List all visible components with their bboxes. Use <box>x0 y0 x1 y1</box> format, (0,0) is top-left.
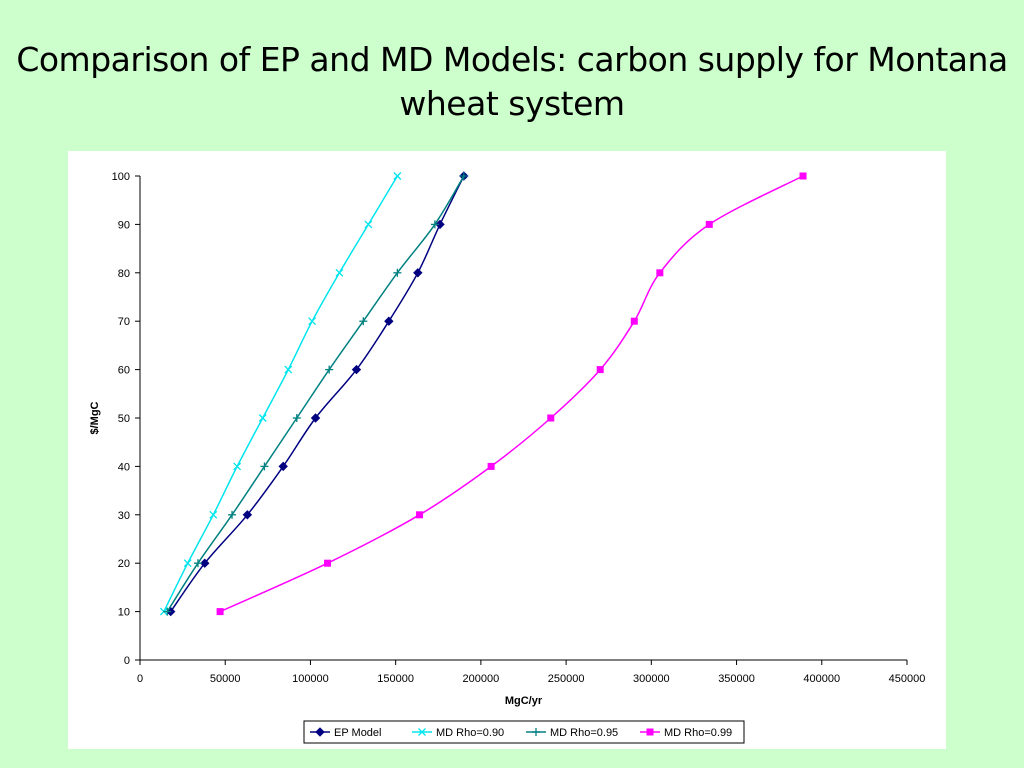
x-tick-label: 200000 <box>463 673 500 685</box>
data-point-ep-model <box>278 461 288 472</box>
data-point-md-rho-0-95 <box>325 365 334 374</box>
data-point-md-rho-0-90-stroke <box>284 365 293 374</box>
data-point-ep-model <box>310 413 321 423</box>
data-point-md-rho-0-90-stroke <box>308 317 317 326</box>
slide-title-line-2: wheat system <box>399 84 625 123</box>
series-ep-model <box>165 171 469 617</box>
data-point-md-rho-0-90-stroke <box>183 559 192 568</box>
data-point-md-rho-0-99 <box>630 317 638 325</box>
data-point-md-rho-0-95 <box>459 172 468 180</box>
data-point-md-rho-0-90 <box>258 414 267 422</box>
series-md-rho-0-90 <box>159 172 402 616</box>
legend: EP Model MD Rho=0.90 MD Rho=0.95 MD Rho=0.9… <box>303 720 745 744</box>
legend-swatch-marker <box>418 728 426 736</box>
legend-item: EP Model <box>310 727 382 739</box>
legend-swatch-marker <box>646 728 654 736</box>
slide-title-line-1: Comparison of EP and MD Models: carbon s… <box>16 40 1008 79</box>
data-point-md-rho-0-99 <box>705 220 713 228</box>
y-tick-label: 80 <box>118 268 130 280</box>
y-tick-label: 60 <box>118 365 130 377</box>
series-line-md-rho-0-90 <box>163 175 399 612</box>
data-point-md-rho-0-90 <box>284 365 293 374</box>
data-point-md-rho-0-95 <box>163 607 172 616</box>
data-point-md-rho-0-90 <box>364 220 373 229</box>
chart-svg: 0 10 20 30 40 50 60 70 80 90 100 0 50000 100000 150000… <box>89 171 926 744</box>
x-tick-label: 450000 <box>889 673 926 685</box>
data-point-ep-model <box>435 219 445 230</box>
y-tick-label: 40 <box>118 461 130 473</box>
data-point-md-rho-0-90-stroke <box>209 510 218 519</box>
data-point-ep-model <box>200 558 210 568</box>
legend-swatch-marker <box>315 727 325 737</box>
data-point-md-rho-0-99 <box>416 511 424 519</box>
chart-panel: 0 10 20 30 40 50 60 70 80 90 100 0 50000 100000 150000… <box>68 151 946 749</box>
y-tick-label: 0 <box>124 655 130 667</box>
x-tick-label: 150000 <box>377 673 414 685</box>
y-axis-title: $/MgC <box>89 401 101 434</box>
x-tick-label: 400000 <box>803 673 840 685</box>
legend-swatch-marker <box>532 728 540 736</box>
y-tick-label: 10 <box>118 607 130 619</box>
y-tick-label: 90 <box>118 219 130 231</box>
series-md-rho-0-95 <box>163 172 468 616</box>
data-point-md-rho-0-90-stroke <box>364 220 373 229</box>
data-point-md-rho-0-99 <box>323 559 331 567</box>
data-point-md-rho-0-99 <box>656 269 664 277</box>
y-tick-label: 50 <box>118 413 130 425</box>
data-point-md-rho-0-90-stroke <box>233 462 242 471</box>
data-point-md-rho-0-90 <box>183 559 192 568</box>
x-tick-label: 300000 <box>633 673 670 685</box>
x-tick-label: 350000 <box>718 673 755 685</box>
slide-title: Comparison of EP and MD Models: carbon s… <box>0 38 1024 126</box>
data-point-ep-model <box>351 364 362 375</box>
data-point-md-rho-0-95 <box>393 268 402 277</box>
series-line-md-rho-0-99 <box>219 175 804 613</box>
data-point-md-rho-0-95 <box>430 220 439 229</box>
legend-label: MD Rho=0.90 <box>436 727 504 739</box>
legend-label: MD Rho=0.95 <box>550 727 618 739</box>
data-point-ep-model <box>242 510 253 520</box>
legend-box <box>303 720 745 744</box>
x-tick-label: 0 <box>137 673 143 685</box>
legend-label: MD Rho=0.99 <box>664 727 732 739</box>
data-point-md-rho-0-90-stroke <box>393 172 402 180</box>
data-point-md-rho-0-95 <box>260 462 269 471</box>
data-point-md-rho-0-99 <box>799 172 807 180</box>
data-point-md-rho-0-95 <box>359 317 368 326</box>
legend-item: MD Rho=0.90 <box>412 727 504 739</box>
legend-swatch-marker-stroke <box>418 728 426 736</box>
x-axis-title: MgC/yr <box>505 695 543 707</box>
data-point-md-rho-0-90 <box>209 510 218 519</box>
data-point-md-rho-0-90 <box>393 172 402 180</box>
x-tick-label: 250000 <box>548 673 585 685</box>
data-point-md-rho-0-90-stroke <box>335 268 344 277</box>
data-point-md-rho-0-90-stroke <box>258 414 267 422</box>
y-tick-label: 30 <box>118 510 130 522</box>
data-point-ep-model <box>384 316 394 326</box>
legend-label: EP Model <box>334 727 382 739</box>
legend-item: MD Rho=0.99 <box>640 727 732 739</box>
data-point-md-rho-0-90 <box>335 268 344 277</box>
x-tick-label: 50000 <box>210 673 241 685</box>
data-point-md-rho-0-99 <box>216 608 224 616</box>
data-point-md-rho-0-90 <box>308 317 317 326</box>
data-point-md-rho-0-95 <box>292 414 301 422</box>
data-point-ep-model <box>413 268 423 278</box>
series-line-ep-model <box>170 175 465 613</box>
y-tick-label: 20 <box>118 558 130 570</box>
x-tick-label: 100000 <box>292 673 329 685</box>
data-point-md-rho-0-99 <box>547 414 555 422</box>
y-tick-label: 100 <box>112 171 130 183</box>
data-point-md-rho-0-90 <box>233 462 242 471</box>
data-point-md-rho-0-95 <box>193 559 202 568</box>
legend-item: MD Rho=0.95 <box>526 727 618 739</box>
data-point-md-rho-0-95 <box>228 510 237 519</box>
series-md-rho-0-99 <box>216 172 807 616</box>
data-point-md-rho-0-99 <box>487 462 495 470</box>
data-point-md-rho-0-99 <box>596 366 604 374</box>
series-line-md-rho-0-95 <box>166 175 465 613</box>
y-tick-label: 70 <box>118 316 130 328</box>
